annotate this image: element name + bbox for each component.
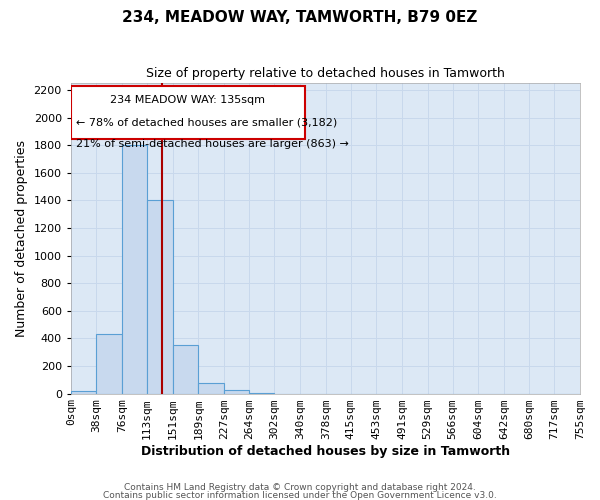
Bar: [71, 391, 97, 394]
Bar: [122, 145, 147, 394]
Text: 234 MEADOW WAY: 135sqm: 234 MEADOW WAY: 135sqm: [110, 96, 265, 106]
Bar: [97, 334, 122, 394]
FancyBboxPatch shape: [71, 86, 305, 139]
Bar: [224, 390, 249, 394]
Title: Size of property relative to detached houses in Tamworth: Size of property relative to detached ho…: [146, 68, 505, 80]
Text: Contains HM Land Registry data © Crown copyright and database right 2024.: Contains HM Land Registry data © Crown c…: [124, 484, 476, 492]
Bar: [173, 346, 198, 394]
Bar: [147, 200, 173, 394]
Text: 21% of semi-detached houses are larger (863) →: 21% of semi-detached houses are larger (…: [76, 139, 349, 149]
Bar: [198, 382, 224, 394]
Text: Contains public sector information licensed under the Open Government Licence v3: Contains public sector information licen…: [103, 491, 497, 500]
Y-axis label: Number of detached properties: Number of detached properties: [15, 140, 28, 337]
Text: ← 78% of detached houses are smaller (3,182): ← 78% of detached houses are smaller (3,…: [76, 117, 337, 127]
Bar: [249, 393, 274, 394]
X-axis label: Distribution of detached houses by size in Tamworth: Distribution of detached houses by size …: [141, 444, 510, 458]
Text: 234, MEADOW WAY, TAMWORTH, B79 0EZ: 234, MEADOW WAY, TAMWORTH, B79 0EZ: [122, 10, 478, 25]
